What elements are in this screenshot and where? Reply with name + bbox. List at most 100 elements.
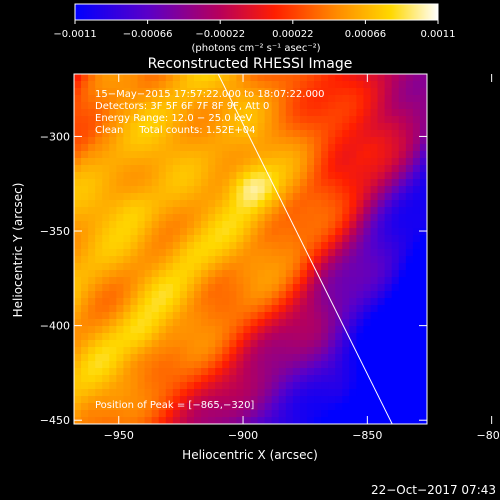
heatmap-cell (243, 151, 252, 159)
heatmap-cell (215, 417, 223, 424)
heatmap-cell (363, 326, 372, 334)
heatmap-cell (109, 319, 117, 327)
heatmap-cell (335, 326, 343, 334)
heatmap-cell (278, 270, 287, 278)
heatmap-cell (342, 242, 350, 250)
heatmap-cell (412, 193, 421, 201)
heatmap-cell (116, 165, 125, 173)
heatmap-cell (342, 179, 350, 187)
heatmap-cell (123, 396, 132, 404)
heatmap-cell (299, 354, 308, 362)
heatmap-cell (356, 319, 365, 327)
heatmap-cell (172, 375, 181, 383)
heatmap-cell (158, 130, 167, 138)
heatmap-cell (137, 123, 146, 131)
heatmap-cell (81, 116, 89, 124)
heatmap-cell (271, 165, 280, 173)
heatmap-cell (257, 305, 266, 313)
heatmap-cell (222, 179, 230, 187)
heatmap-cell (250, 137, 259, 145)
heatmap-cell (328, 158, 336, 166)
heatmap-cell (321, 396, 329, 404)
heatmap-cell (271, 207, 280, 215)
heatmap-cell (74, 270, 82, 278)
heatmap-cell (356, 270, 365, 278)
heatmap-cell (116, 228, 125, 236)
info-line: Energy Range: 12.0 − 25.0 keV (95, 113, 252, 124)
heatmap-cell (271, 88, 280, 96)
heatmap-cell (179, 172, 188, 180)
heatmap-cell (236, 186, 245, 194)
heatmap-cell (88, 151, 96, 159)
heatmap-cell (314, 354, 322, 362)
heatmap-cell (137, 382, 146, 390)
heatmap-cell (194, 326, 202, 334)
heatmap-cell (116, 172, 125, 180)
heatmap-cell (264, 165, 273, 173)
heatmap-cell (236, 221, 245, 229)
heatmap-cell (405, 326, 414, 334)
heatmap-cell (292, 193, 301, 201)
heatmap-cell (137, 291, 146, 299)
heatmap-cell (363, 354, 372, 362)
heatmap-cell (137, 137, 146, 145)
heatmap-cell (377, 130, 386, 138)
heatmap-cell (335, 235, 343, 243)
heatmap-cell (419, 186, 427, 194)
heatmap-cell (335, 270, 343, 278)
heatmap-cell (328, 249, 336, 257)
heatmap-cell (370, 389, 379, 397)
heatmap-cell (201, 172, 209, 180)
heatmap-cell (342, 312, 350, 320)
heatmap-cell (349, 235, 357, 243)
heatmap-cell (102, 298, 110, 306)
heatmap-cell (250, 291, 259, 299)
heatmap-cell (271, 116, 280, 124)
heatmap-cell (208, 368, 216, 376)
heatmap-cell (419, 130, 427, 138)
heatmap-cell (158, 298, 167, 306)
heatmap-cell (222, 263, 230, 271)
heatmap-cell (299, 396, 308, 404)
heatmap-cell (208, 270, 216, 278)
heatmap-cell (412, 74, 421, 82)
heatmap-cell (299, 284, 308, 292)
heatmap-cell (236, 270, 245, 278)
heatmap-cell (370, 81, 379, 89)
heatmap-cell (222, 186, 230, 194)
heatmap-cell (81, 200, 89, 208)
heatmap-cell (398, 193, 407, 201)
heatmap-cell (335, 214, 343, 222)
heatmap-cell (102, 340, 110, 348)
heatmap-cell (412, 228, 421, 236)
heatmap-cell (172, 88, 181, 96)
heatmap-cell (158, 368, 167, 376)
heatmap-cell (194, 228, 202, 236)
heatmap-cell (285, 263, 294, 271)
heatmap-cell (314, 179, 322, 187)
heatmap-cell (215, 193, 223, 201)
heatmap-cell (335, 102, 343, 110)
heatmap-cell (229, 249, 237, 257)
heatmap-cell (398, 81, 407, 89)
heatmap-cell (412, 95, 421, 103)
heatmap-cell (215, 263, 223, 271)
heatmap-cell (306, 186, 315, 194)
heatmap-cell (321, 361, 329, 369)
heatmap-cell (229, 319, 237, 327)
heatmap-cell (172, 410, 181, 418)
heatmap-cell (328, 382, 336, 390)
heatmap-cell (179, 368, 188, 376)
heatmap-cell (88, 396, 96, 404)
heatmap-cell (335, 361, 343, 369)
heatmap-cell (405, 417, 414, 424)
heatmap-cell (215, 375, 223, 383)
heatmap-cell (328, 417, 336, 424)
heatmap-cell (88, 347, 96, 355)
heatmap-cell (88, 263, 96, 271)
heatmap-cell (384, 95, 393, 103)
heatmap-cell (236, 354, 245, 362)
heatmap-cell (412, 361, 421, 369)
heatmap-cell (292, 319, 301, 327)
heatmap-cell (74, 200, 82, 208)
